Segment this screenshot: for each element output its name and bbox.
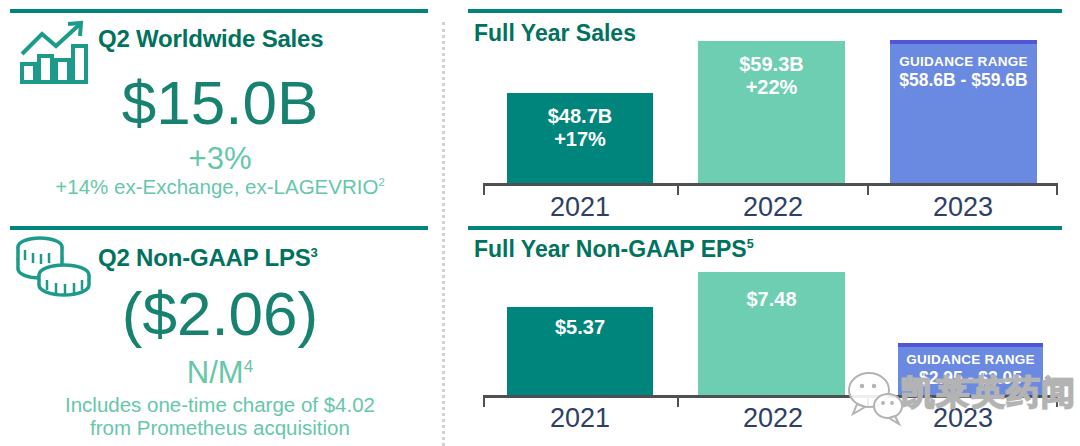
- lps-status: N/M4: [10, 357, 430, 388]
- bar-value-label: $5.37: [555, 316, 605, 339]
- axis-tick: [483, 185, 485, 195]
- axis-tick: [483, 397, 485, 407]
- lps-card-title: Q2 Non-GAAP LPS3: [98, 244, 318, 272]
- sales-card-title: Q2 Worldwide Sales: [98, 25, 323, 53]
- sales-year-2021: 2021: [510, 192, 650, 223]
- eps-year-2023: 2023: [893, 403, 1033, 434]
- eps-footnote-marker: 5: [747, 237, 754, 251]
- eps-year-2021: 2021: [510, 403, 650, 434]
- column-divider: [442, 22, 445, 446]
- guidance-range-label: GUIDANCE RANGE: [899, 54, 1028, 70]
- lps-card-top-rule: [10, 226, 428, 230]
- lps-note-line2: from Prometheus acquisition: [10, 417, 430, 440]
- bar-value-label: $59.3B: [739, 53, 804, 76]
- axis-tick: [867, 397, 869, 407]
- sales-bar-2023-guidance: GUIDANCE RANGE $58.6B - $59.6B: [890, 40, 1037, 183]
- bar-growth-label: +22%: [746, 76, 798, 99]
- bar-value-label: $48.7B: [548, 105, 613, 128]
- worldwide-sales-value: $15.0B: [10, 72, 430, 134]
- eps-chart-top-rule: [468, 226, 1062, 230]
- sales-card-top-rule: [10, 9, 428, 13]
- eps-bar-2021: $5.37: [507, 307, 653, 395]
- sales-chart-top-rule: [468, 9, 1062, 13]
- axis-tick: [1056, 185, 1058, 195]
- sales-chart-axis: [483, 183, 1058, 186]
- guidance-range-values: $2.95 - $3.05: [919, 368, 1022, 388]
- guidance-range-label: GUIDANCE RANGE: [906, 352, 1035, 368]
- status-footnote-marker: 4: [244, 357, 253, 376]
- lps-footnote-marker: 3: [311, 245, 318, 260]
- sales-year-2022: 2022: [703, 192, 843, 223]
- eps-bar-2023-guidance: GUIDANCE RANGE $2.95 - $3.05: [898, 343, 1043, 395]
- earnings-slide: Q2 Worldwide Sales $15.0B +3% +14% ex-Ex…: [0, 0, 1080, 446]
- worldwide-sales-change: +3%: [10, 143, 430, 174]
- sales-bar-2021: $48.7B +17%: [507, 93, 653, 183]
- axis-tick: [1056, 397, 1058, 407]
- sales-year-2023: 2023: [893, 192, 1033, 223]
- sales-bar-2022: $59.3B +22%: [698, 41, 845, 183]
- axis-tick: [677, 397, 679, 407]
- lps-value: ($2.06): [10, 283, 430, 345]
- eps-chart-title: Full Year Non-GAAP EPS5: [474, 236, 754, 263]
- axis-tick: [677, 185, 679, 195]
- worldwide-sales-note: +14% ex-Exchange, ex-LAGEVRIO2: [10, 176, 430, 199]
- note-footnote-marker: 2: [378, 176, 384, 188]
- bar-value-label: $7.48: [746, 288, 796, 311]
- guidance-range-values: $58.6B - $59.6B: [899, 70, 1027, 90]
- sales-chart-title: Full Year Sales: [474, 20, 636, 47]
- eps-year-2022: 2022: [703, 403, 843, 434]
- bar-growth-label: +17%: [554, 128, 606, 151]
- lps-note-line1: Includes one-time charge of $4.02: [10, 394, 430, 417]
- eps-chart-axis: [483, 395, 1058, 398]
- note-text: +14% ex-Exchange, ex-LAGEVRIO: [55, 175, 378, 198]
- axis-tick: [867, 185, 869, 195]
- eps-bar-2022: $7.48: [698, 272, 845, 395]
